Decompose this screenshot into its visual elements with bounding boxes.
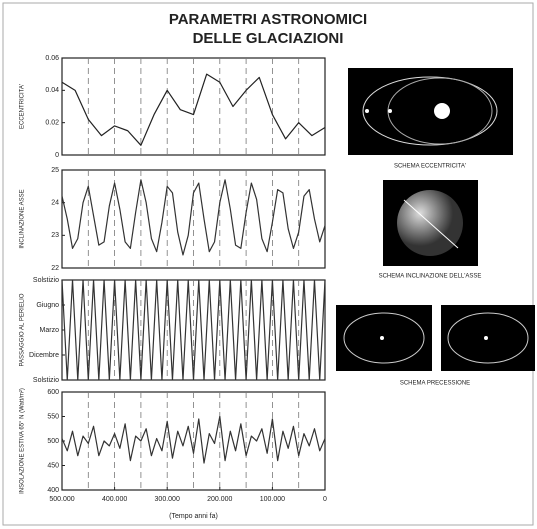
earth [388, 109, 392, 113]
y-axis-label: PASSAGGIO AL PERIELIO [20, 293, 26, 366]
data-line [61, 279, 326, 381]
y-tick-label: 550 [47, 413, 59, 420]
caption: SCHEMA ECCENTRICITA' [394, 164, 466, 170]
x-axis-label: (Tempo anni fa) [169, 513, 218, 520]
y-tick-label: 600 [47, 389, 59, 396]
y-tick-label: 25 [51, 167, 59, 174]
y-tick-label: 450 [47, 462, 59, 469]
x-tick-label: 100.000 [260, 496, 285, 503]
y-tick-label: Giugno [36, 302, 59, 309]
orbit [447, 312, 529, 364]
data-line [61, 179, 326, 256]
y-tick-label: 0.04 [45, 87, 59, 94]
y-axis-label: ECCENTRICITA' [20, 84, 26, 129]
earth [365, 109, 369, 113]
y-axis-label: INSOLAZIONE ESTIVA 65° N (Watt/m²) [20, 388, 26, 494]
y-tick-label: 23 [51, 232, 59, 239]
y-tick-label: 500 [47, 438, 59, 445]
y-tick-label: Solstizio [33, 377, 59, 384]
axis [403, 199, 459, 249]
x-tick-label: 300.000 [155, 496, 180, 503]
x-tick-label: 500.000 [49, 496, 74, 503]
schema-image [348, 68, 513, 155]
sun [484, 336, 488, 340]
title-line: DELLE GLACIAZIONI [193, 30, 344, 47]
data-line [61, 73, 326, 146]
sun [434, 103, 450, 119]
y-tick-label: 22 [51, 265, 59, 272]
x-tick-label: 0 [323, 496, 327, 503]
sun [380, 336, 384, 340]
orbit [343, 312, 425, 364]
y-tick-label: 400 [47, 487, 59, 494]
x-tick-label: 400.000 [102, 496, 127, 503]
caption: SCHEMA INCLINAZIONE DELL'ASSE [379, 274, 482, 280]
y-tick-label: 0 [55, 152, 59, 159]
data-line [61, 415, 326, 464]
caption: SCHEMA PRECESSIONE [400, 381, 470, 387]
y-tick-label: Solstizio [33, 277, 59, 284]
y-tick-label: Dicembre [29, 352, 59, 359]
title-line: PARAMETRI ASTRONOMICI [169, 11, 367, 28]
y-tick-label: 24 [51, 200, 59, 207]
y-tick-label: Marzo [40, 327, 60, 334]
orbit [362, 76, 498, 146]
y-tick-label: 0.02 [45, 120, 59, 127]
y-tick-label: 0.06 [45, 55, 59, 62]
x-tick-label: 200.000 [207, 496, 232, 503]
y-axis-label: INCLINAZIONE ASSE [20, 189, 26, 248]
